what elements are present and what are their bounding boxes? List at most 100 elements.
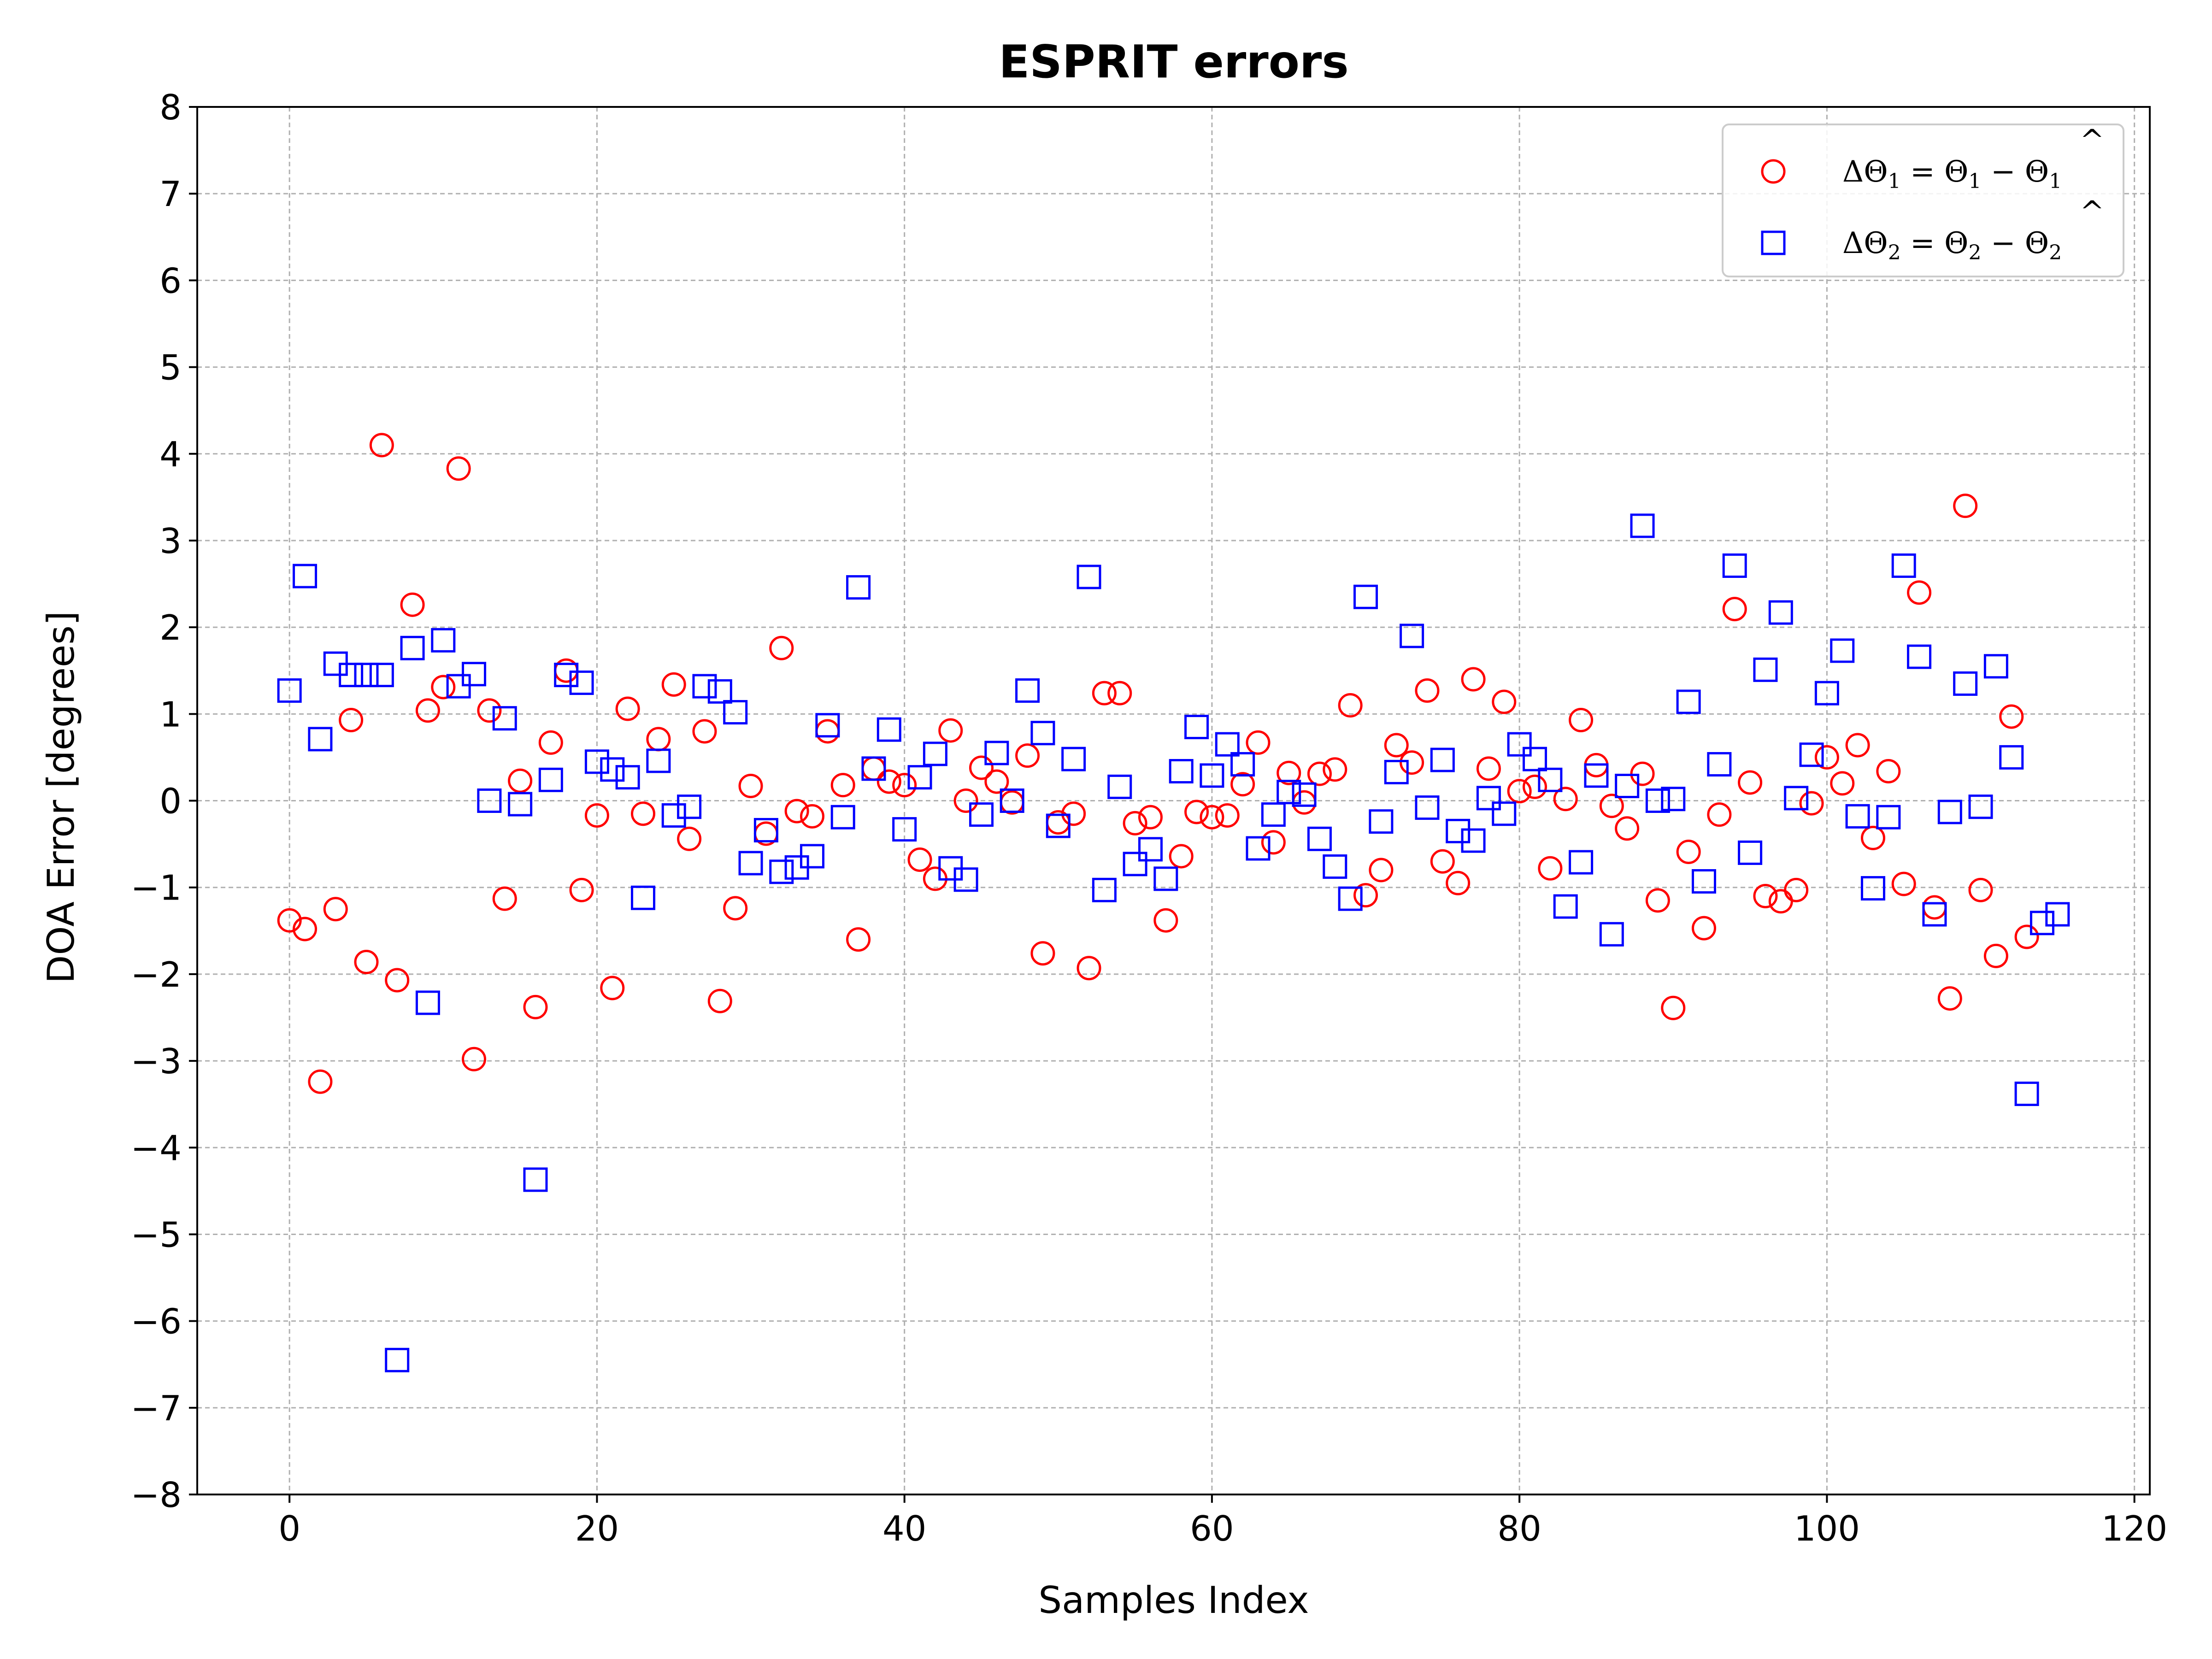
data-point-series-2 [1999, 745, 2024, 770]
data-point-series-2 [277, 678, 302, 703]
data-point-series-1 [953, 788, 978, 813]
y-tick-label: −3 [130, 1041, 182, 1082]
data-point-series-2 [1123, 852, 1147, 877]
data-point-series-2 [661, 803, 686, 828]
data-point-series-1 [1615, 816, 1640, 841]
data-point-series-1 [892, 773, 917, 798]
data-point-series-2 [1277, 780, 1301, 805]
data-point-series-1 [1738, 770, 1763, 795]
data-point-series-2 [723, 700, 748, 725]
legend-marker-square [1761, 230, 1786, 255]
data-point-series-2 [753, 818, 778, 842]
data-point-series-2 [1523, 747, 1547, 771]
data-point-series-1 [1107, 681, 1132, 706]
data-point-series-2 [1261, 802, 1286, 827]
y-tick-label: −1 [130, 868, 182, 908]
data-point-series-1 [692, 719, 717, 744]
data-point-series-1 [769, 635, 794, 660]
data-point-series-1 [1830, 771, 1855, 796]
y-tick-label: −7 [130, 1388, 182, 1429]
data-point-series-1 [1338, 693, 1363, 718]
data-point-series-2 [1661, 787, 1686, 812]
data-point-series-1 [1184, 800, 1209, 824]
data-point-series-2 [707, 679, 732, 704]
y-tick-label: 0 [159, 781, 182, 822]
data-point-series-2 [1553, 894, 1578, 919]
data-point-series-2 [769, 859, 794, 884]
legend-hat-1: ^ [2080, 124, 2105, 158]
data-point-series-2 [1630, 513, 1655, 538]
y-tick-label: −8 [130, 1475, 182, 1515]
data-point-series-2 [1077, 565, 1101, 589]
data-point-series-2 [1030, 721, 1055, 746]
data-point-series-2 [1722, 553, 1747, 578]
data-point-series-1 [308, 1069, 333, 1094]
data-point-series-1 [600, 976, 625, 1000]
data-point-series-2 [631, 885, 656, 910]
data-point-series-2 [1169, 759, 1194, 784]
data-point-series-2 [1953, 671, 1978, 696]
data-point-series-1 [1814, 745, 1839, 770]
data-point-series-1 [1200, 805, 1224, 830]
data-point-series-2 [1615, 774, 1640, 799]
data-point-series-1 [1230, 772, 1255, 797]
data-point-series-2 [1784, 786, 1809, 811]
data-point-series-1 [1876, 759, 1901, 784]
data-point-series-2 [1645, 788, 1670, 813]
data-point-series-1 [1722, 597, 1747, 622]
y-tick-label: −2 [130, 954, 182, 995]
data-point-series-1 [615, 696, 640, 721]
data-point-series-1 [784, 799, 809, 824]
data-point-series-2 [477, 788, 502, 813]
data-point-series-1 [584, 803, 609, 828]
data-point-series-1 [339, 707, 364, 732]
x-tick-label: 80 [1497, 1508, 1541, 1549]
data-point-series-1 [369, 433, 394, 458]
data-point-series-2 [1753, 657, 1778, 682]
data-point-series-1 [477, 698, 502, 723]
data-point-series-2 [1369, 809, 1394, 834]
data-point-series-2 [1292, 782, 1317, 807]
y-tick-label: 5 [159, 347, 182, 388]
data-point-series-1 [1569, 707, 1594, 732]
data-point-series-2 [1569, 850, 1594, 875]
data-point-series-1 [1030, 941, 1055, 966]
data-point-series-1 [569, 877, 594, 902]
data-point-series-1 [1476, 756, 1501, 781]
data-point-series-1 [1077, 956, 1101, 981]
data-point-series-2 [508, 792, 533, 817]
data-point-series-1 [830, 773, 855, 798]
data-point-series-2 [1538, 767, 1563, 792]
data-point-series-2 [2030, 911, 2054, 935]
data-point-series-1 [508, 768, 533, 793]
data-point-series-1 [2014, 924, 2039, 949]
data-point-series-1 [1446, 871, 1471, 895]
data-point-series-2 [1922, 902, 1947, 927]
data-point-series-2 [1415, 795, 1440, 820]
data-point-series-2 [830, 805, 855, 830]
data-point-series-2 [1338, 886, 1363, 911]
data-point-series-2 [1876, 805, 1901, 830]
data-point-series-2 [1891, 553, 1916, 578]
data-point-series-1 [1215, 803, 1240, 828]
data-point-series-1 [1138, 805, 1163, 830]
y-tick-label: 4 [159, 434, 182, 475]
data-point-series-1 [938, 718, 963, 743]
data-point-series-1 [1784, 877, 1809, 902]
data-point-series-2 [1184, 715, 1209, 740]
y-tick-label: 2 [159, 607, 182, 648]
data-point-series-2 [1153, 866, 1178, 891]
y-tick-label: −4 [130, 1128, 182, 1168]
data-point-series-1 [631, 801, 656, 826]
data-point-series-1 [1676, 840, 1701, 865]
data-point-series-2 [400, 635, 425, 660]
data-point-series-2 [554, 663, 579, 688]
data-point-series-1 [385, 968, 410, 993]
data-point-series-2 [1430, 747, 1455, 772]
data-point-series-2 [907, 765, 932, 790]
data-point-series-2 [892, 817, 917, 842]
data-point-series-1 [800, 804, 824, 829]
data-point-series-1 [1492, 689, 1517, 714]
data-point-series-2 [877, 717, 901, 742]
data-point-series-2 [1492, 801, 1517, 826]
